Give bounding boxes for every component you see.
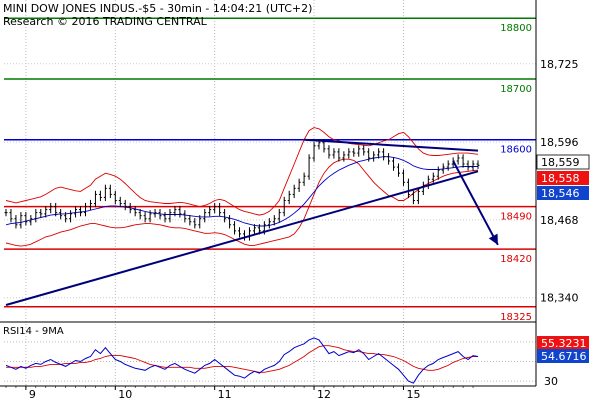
level-label: 18490 <box>500 212 532 223</box>
y-tick-label: 18,725 <box>540 58 579 71</box>
price-tag-blue: 18,546 <box>537 186 589 200</box>
x-tick-label: 15 <box>406 388 420 400</box>
level-label: 18700 <box>500 84 532 95</box>
price-tag-blue-box <box>537 186 589 200</box>
moving-average <box>5 156 478 227</box>
grid <box>4 0 536 386</box>
x-tick-label: 9 <box>29 388 36 400</box>
rsi-tag-red: 55.3231 <box>537 336 589 350</box>
chart-title: MINI DOW JONES INDUS.-$5 - 30min - 14:04… <box>3 2 313 15</box>
rsi-line <box>5 337 479 384</box>
rsi-tag-red-box <box>537 336 589 350</box>
level-label: 18420 <box>500 254 532 265</box>
horizontal-levels: 18800 18700 18600 18490 18420 18325 <box>4 17 536 323</box>
rsi-ma-line <box>6 345 478 373</box>
trendline <box>304 138 479 152</box>
level-label: 18325 <box>500 312 532 323</box>
price-tag-last-label: 18,559 <box>541 156 580 169</box>
level-label: 18600 <box>500 145 532 156</box>
y-tick-label: 18,468 <box>540 214 579 227</box>
price-tag-red-label: 18,558 <box>541 172 580 185</box>
rsi-panel <box>4 337 536 384</box>
projection-arrow-head <box>488 233 498 245</box>
x-tick-label: 11 <box>218 388 232 400</box>
rsi-tag-blue-box <box>537 349 589 363</box>
rsi-tag-red-label: 55.3231 <box>541 337 587 350</box>
projection-arrow-shaft <box>452 160 499 246</box>
y-tick-label: 18,340 <box>540 292 579 305</box>
price-tag-last-box <box>536 154 590 170</box>
y-tick-label: 18,596 <box>540 136 579 149</box>
price-series <box>4 127 480 247</box>
rsi-title: RSI14 - 9MA <box>3 326 64 337</box>
trendlines <box>5 138 499 306</box>
x-tick-label: 12 <box>317 388 331 400</box>
bollinger-lower <box>5 158 479 247</box>
trendline <box>5 170 479 306</box>
copyright-line: Research © 2016 TRADING CENTRAL <box>3 15 207 28</box>
price-tag-blue-label: 18,546 <box>541 187 580 200</box>
rsi-tick-label: 30 <box>544 375 558 388</box>
rsi-tag-blue-label: 54.6716 <box>541 350 587 363</box>
price-tag-red-box <box>537 171 589 185</box>
bollinger-upper <box>5 127 479 216</box>
x-tick-label: 10 <box>118 388 132 400</box>
price-tag-last: 18,559 <box>536 154 590 170</box>
rsi-tag-blue: 54.6716 <box>537 349 589 363</box>
price-tag-red: 18,558 <box>537 171 589 185</box>
level-label: 18800 <box>500 23 532 34</box>
